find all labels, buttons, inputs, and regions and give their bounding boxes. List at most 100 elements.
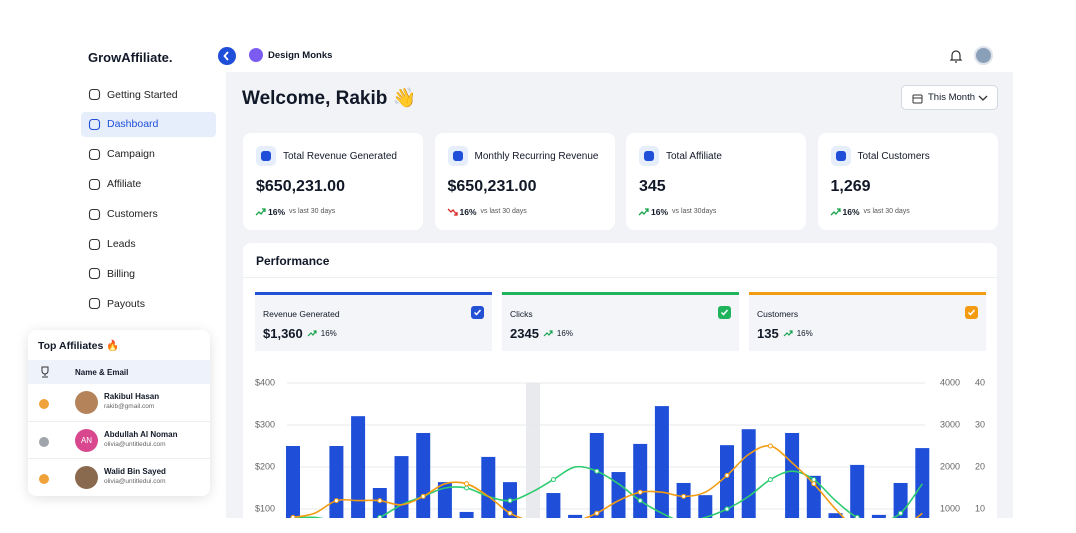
period-dropdown[interactable]: This Month <box>901 85 998 110</box>
trend-arrow <box>783 330 793 337</box>
collapse-button[interactable] <box>218 47 236 65</box>
trend-arrow <box>830 208 841 216</box>
point <box>811 481 817 487</box>
checkbox <box>718 306 731 319</box>
nav-item[interactable]: Billing <box>81 261 216 286</box>
nav-icon <box>88 208 101 220</box>
stat-change: 16% <box>459 207 477 217</box>
point <box>290 514 296 518</box>
column-header: Name & Email <box>75 368 129 377</box>
icon-shape <box>88 268 101 280</box>
arrow <box>783 330 793 337</box>
bar <box>698 495 713 518</box>
bar <box>546 493 561 518</box>
stat-card: Total Customers 1,269 16% vs last 30 days <box>817 133 998 230</box>
bar <box>481 456 496 518</box>
point <box>724 506 730 512</box>
nav-icon <box>88 298 101 310</box>
medal <box>39 474 49 484</box>
trend-arrow <box>543 330 553 337</box>
metric-name: Revenue Generated <box>263 309 340 319</box>
bar <box>394 456 409 518</box>
point <box>681 493 687 499</box>
nav-item[interactable]: Getting Started <box>81 82 216 107</box>
medal-icon <box>39 437 49 447</box>
affiliate-email: rakib@gmail.com <box>104 403 155 410</box>
medal <box>39 399 49 409</box>
divider <box>243 277 997 278</box>
workspace-name[interactable]: Design Monks <box>268 50 333 61</box>
stat-title: Total Customers <box>857 151 930 162</box>
value: 135 <box>757 326 779 341</box>
point <box>464 485 470 491</box>
arrow <box>447 208 458 216</box>
y2-tick-label: 4000 <box>940 377 960 387</box>
y3-tick-label: 40 <box>975 377 985 387</box>
top-affiliates-card: Top Affiliates 🔥 Name & Email Rakibul Ha… <box>28 330 210 496</box>
nav-item[interactable]: Dashboard <box>81 111 216 137</box>
icon-shape <box>88 148 101 160</box>
medal <box>39 437 49 447</box>
bar <box>654 406 669 518</box>
stat-card: Monthly Recurring Revenue $650,231.00 16% v… <box>434 133 615 230</box>
metric-value: 2345 16% <box>510 326 573 341</box>
nav-item[interactable]: Leads <box>81 232 216 257</box>
icon-shape <box>88 238 101 250</box>
affiliate-name: Abdullah Al Noman <box>104 430 178 439</box>
stat-note: vs last 30 days <box>863 208 910 215</box>
bar <box>741 429 756 518</box>
icon-dot <box>261 151 271 161</box>
arrow <box>307 330 317 337</box>
affiliate-name: Walid Bin Sayed <box>104 467 166 476</box>
metric-tab[interactable]: Customers 135 16% <box>749 292 986 351</box>
value: 2345 <box>510 326 539 341</box>
y3-tick-label: 20 <box>975 461 985 471</box>
stat-card: Total Affiliate 345 16% vs last 30days <box>626 133 806 230</box>
affiliate-email: olivia@untitledui.com <box>104 441 166 448</box>
point <box>767 477 773 483</box>
nav-item[interactable]: Payouts <box>81 291 216 316</box>
point <box>767 443 773 449</box>
point <box>550 477 556 483</box>
stat-icon <box>447 146 468 166</box>
point <box>854 514 860 518</box>
stat-card: Total Revenue Generated $650,231.00 16% vs … <box>243 133 423 230</box>
user-avatar[interactable] <box>974 46 993 65</box>
stat-value: 1,269 <box>830 178 871 195</box>
brand: GrowAffiliate. <box>88 50 173 65</box>
metric-name: Clicks <box>510 309 533 319</box>
stat-icon <box>256 146 276 166</box>
stat-value: 345 <box>639 178 666 195</box>
point <box>594 468 600 474</box>
bar <box>611 472 626 518</box>
metric-change: 16% <box>556 329 573 338</box>
bar <box>589 432 604 518</box>
point <box>898 510 904 516</box>
bar <box>416 432 431 518</box>
bell-icon[interactable] <box>949 48 963 64</box>
icon-dot <box>835 151 846 161</box>
point <box>811 477 817 483</box>
affiliate-row: AN Abdullah Al Noman olivia@untitledui.com <box>28 421 210 458</box>
avatar <box>75 466 98 489</box>
arrow <box>255 208 266 216</box>
metric-tab[interactable]: Revenue Generated $1,360 16% <box>255 292 492 351</box>
nav-item[interactable]: Campaign <box>81 142 216 167</box>
greeting: Welcome, Rakib 👋 <box>242 88 417 109</box>
y-tick-label: $100 <box>255 503 275 513</box>
nav-icon <box>88 268 101 280</box>
page: GrowAffiliate. Getting Started Dashboard C… <box>28 46 1013 518</box>
y3-tick-label: 30 <box>975 419 985 429</box>
initials: AN <box>80 436 93 445</box>
stat-title: Monthly Recurring Revenue <box>474 151 599 162</box>
metric-tab[interactable]: Clicks 2345 16% <box>502 292 739 351</box>
stat-title: Total Affiliate <box>666 151 722 162</box>
nav-item[interactable]: Customers <box>81 202 216 227</box>
check <box>720 309 729 316</box>
arrow <box>543 330 553 337</box>
affiliate-name: Rakibul Hasan <box>104 392 160 401</box>
trend-arrow <box>307 330 317 337</box>
y-tick-label: $300 <box>255 419 275 429</box>
stat-change: 16% <box>842 207 860 217</box>
nav-item[interactable]: Affiliate <box>81 172 216 197</box>
